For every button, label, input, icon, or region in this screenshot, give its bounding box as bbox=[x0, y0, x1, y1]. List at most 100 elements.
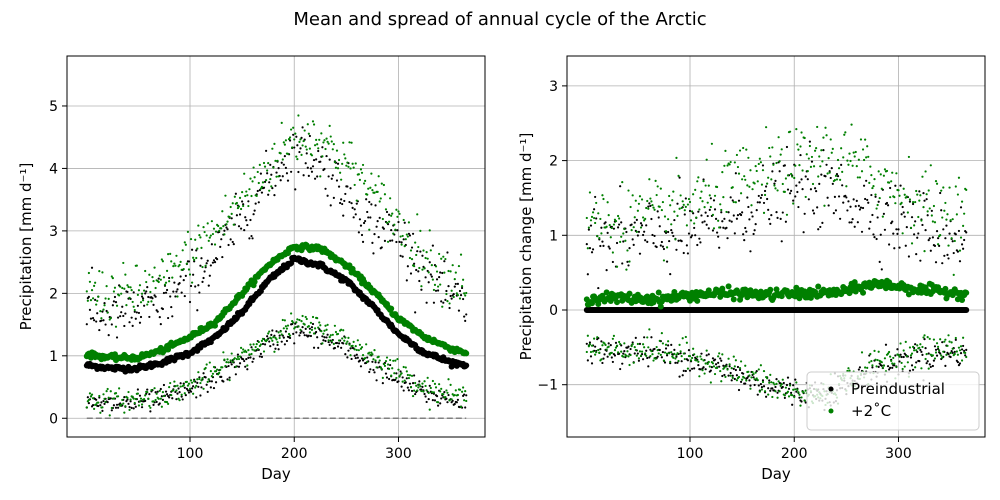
data-point bbox=[950, 237, 953, 240]
data-point bbox=[433, 283, 437, 286]
data-point bbox=[939, 338, 942, 341]
data-point bbox=[586, 273, 589, 276]
data-point bbox=[708, 194, 711, 197]
data-point bbox=[431, 379, 434, 383]
data-point bbox=[439, 271, 442, 274]
data-point bbox=[202, 276, 205, 280]
data-point bbox=[644, 239, 647, 242]
data-point bbox=[259, 172, 262, 175]
data-point bbox=[658, 205, 661, 208]
data-point bbox=[757, 384, 760, 387]
data-point bbox=[586, 334, 589, 337]
data-point bbox=[236, 206, 240, 210]
data-point bbox=[661, 342, 665, 345]
data-point bbox=[259, 352, 262, 355]
data-point bbox=[931, 220, 934, 223]
data-point bbox=[123, 396, 126, 399]
data-point bbox=[899, 353, 902, 356]
data-point bbox=[87, 398, 90, 401]
data-point bbox=[450, 398, 453, 401]
data-point bbox=[611, 360, 614, 364]
data-point bbox=[311, 120, 315, 123]
data-point bbox=[247, 204, 250, 208]
data-point bbox=[126, 284, 129, 287]
data-point bbox=[93, 407, 96, 410]
data-point bbox=[334, 166, 338, 169]
data-point bbox=[120, 311, 123, 314]
data-point bbox=[622, 355, 625, 358]
data-point bbox=[891, 362, 894, 365]
data-point bbox=[190, 248, 194, 251]
data-point bbox=[776, 391, 779, 394]
data-point bbox=[178, 399, 181, 402]
data-point bbox=[326, 323, 329, 326]
data-point bbox=[355, 353, 358, 356]
data-point bbox=[419, 385, 422, 388]
data-point bbox=[928, 363, 931, 366]
data-point bbox=[214, 381, 218, 384]
data-point bbox=[275, 175, 278, 178]
data-point bbox=[125, 304, 128, 307]
data-point bbox=[197, 371, 200, 374]
data-point bbox=[935, 182, 939, 185]
y-axis-label: Precipitation [mm d⁻¹] bbox=[17, 163, 35, 331]
data-point bbox=[611, 337, 614, 340]
data-point bbox=[396, 215, 399, 218]
data-point bbox=[120, 403, 123, 406]
data-point bbox=[665, 246, 669, 249]
data-point bbox=[615, 344, 619, 347]
data-point bbox=[408, 382, 412, 385]
data-point bbox=[779, 153, 782, 156]
data-point bbox=[457, 264, 461, 268]
data-point bbox=[91, 397, 95, 400]
data-point bbox=[660, 332, 663, 335]
data-point bbox=[725, 363, 728, 366]
data-point bbox=[356, 339, 359, 342]
data-point bbox=[826, 172, 829, 175]
data-point bbox=[380, 182, 383, 185]
data-point bbox=[600, 358, 603, 361]
data-point bbox=[162, 291, 166, 295]
data-point bbox=[434, 289, 438, 292]
data-point bbox=[947, 334, 950, 337]
data-point bbox=[267, 162, 270, 165]
data-point bbox=[934, 348, 938, 351]
data-point bbox=[295, 331, 298, 334]
data-point bbox=[959, 206, 963, 209]
data-point bbox=[910, 242, 914, 245]
data-point bbox=[213, 243, 217, 246]
data-point bbox=[139, 397, 143, 400]
data-point bbox=[612, 223, 616, 226]
data-point bbox=[627, 355, 630, 358]
data-point bbox=[795, 184, 798, 187]
data-point bbox=[369, 368, 372, 371]
x-tick-label: 300 bbox=[885, 446, 912, 462]
data-point bbox=[774, 390, 777, 393]
data-point bbox=[384, 360, 388, 363]
data-point bbox=[316, 317, 319, 320]
data-point bbox=[204, 376, 207, 379]
data-point bbox=[699, 196, 702, 200]
data-point bbox=[936, 243, 940, 246]
data-point bbox=[785, 383, 789, 387]
data-point bbox=[630, 223, 633, 226]
data-point bbox=[445, 397, 448, 400]
data-point bbox=[651, 233, 654, 237]
data-point bbox=[344, 336, 347, 339]
data-point bbox=[588, 343, 592, 346]
data-point bbox=[851, 164, 854, 167]
data-point bbox=[585, 216, 588, 220]
data-point bbox=[348, 343, 351, 346]
data-point bbox=[280, 333, 283, 336]
data-point bbox=[640, 224, 644, 227]
data-point bbox=[748, 379, 751, 382]
data-point bbox=[316, 143, 319, 146]
data-point bbox=[401, 255, 404, 258]
data-point bbox=[656, 349, 659, 352]
data-point bbox=[945, 353, 948, 356]
data-point bbox=[669, 273, 672, 276]
data-point bbox=[206, 259, 209, 262]
data-point bbox=[308, 331, 311, 334]
data-point bbox=[818, 155, 821, 158]
data-point bbox=[867, 155, 870, 158]
